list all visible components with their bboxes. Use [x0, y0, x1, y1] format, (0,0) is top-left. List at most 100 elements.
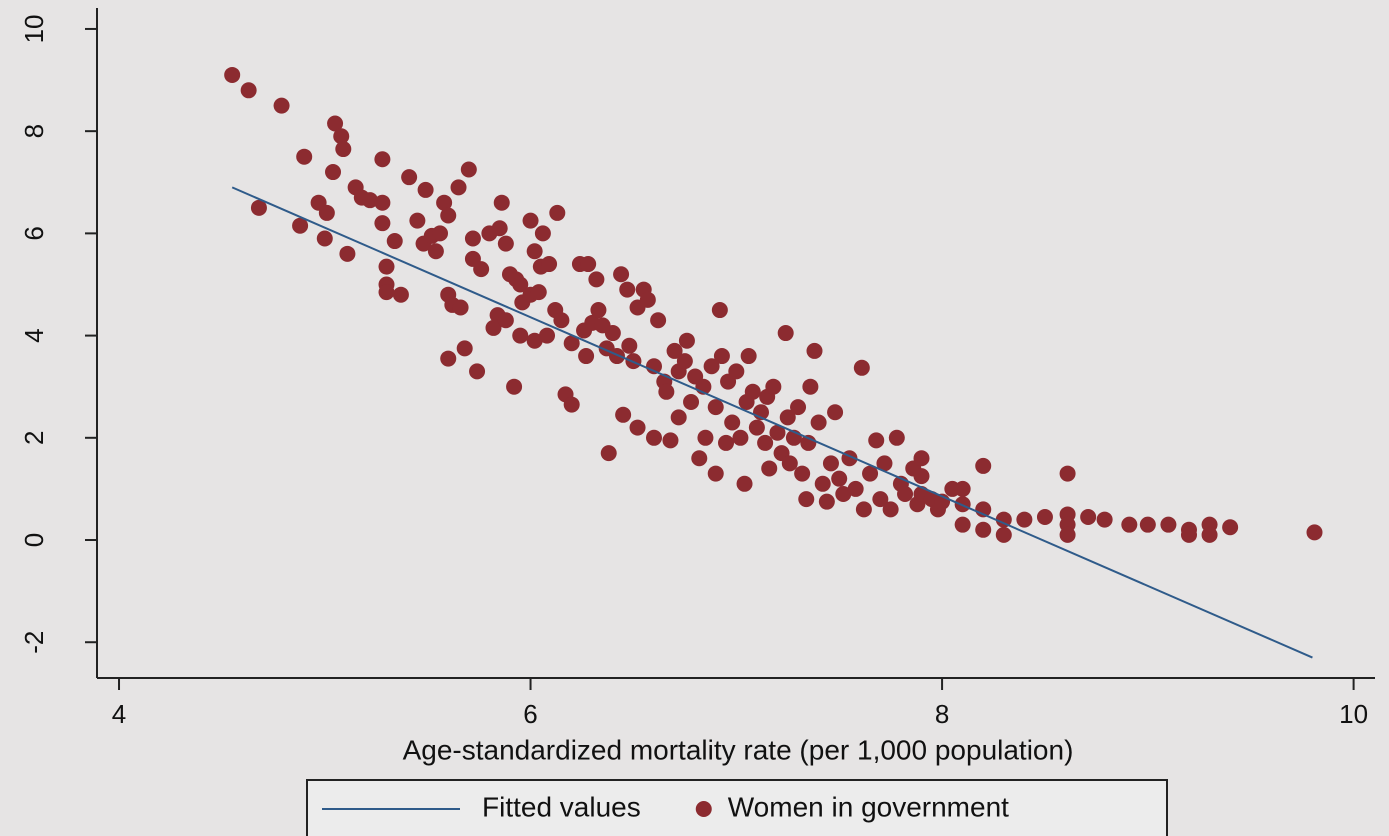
scatter-point [608, 348, 625, 365]
scatter-point [736, 475, 753, 492]
scatter-point [224, 66, 241, 83]
scatter-point [615, 406, 632, 423]
scatter-point [534, 225, 551, 242]
scatter-point [335, 141, 352, 158]
scatter-point [417, 181, 434, 198]
scatter-point [876, 455, 893, 472]
scatter-point [378, 258, 395, 275]
scatter-point [440, 350, 457, 367]
scatter-point [473, 261, 490, 278]
scatter-point [779, 409, 796, 426]
scatter-point [1059, 526, 1076, 543]
scatter-point [541, 256, 558, 273]
scatter-point [827, 404, 844, 421]
scatter-point [1080, 509, 1097, 526]
y-tick-label: 8 [19, 124, 49, 138]
y-tick-label: 10 [19, 14, 49, 43]
scatter-point [296, 148, 313, 165]
scatter-point [374, 151, 391, 168]
scatter-point [855, 501, 872, 518]
scatter-point [588, 271, 605, 288]
scatter-point [650, 312, 667, 329]
scatter-point [378, 284, 395, 301]
scatter-point [847, 480, 864, 497]
scatter-point [409, 212, 426, 229]
scatter-point [526, 332, 543, 349]
scatter-point [995, 511, 1012, 528]
scatter-point [697, 429, 714, 446]
scatter-point [325, 164, 342, 181]
x-tick-label: 10 [1339, 699, 1368, 729]
scatter-point [777, 325, 794, 342]
scatter-point [1059, 465, 1076, 482]
scatter-point [512, 327, 529, 344]
scatter-point [1201, 526, 1218, 543]
scatter-point [711, 302, 728, 319]
scatter-point [512, 276, 529, 293]
scatter-point [456, 340, 473, 357]
scatter-point [621, 337, 638, 354]
scatter-point [744, 383, 761, 400]
scatter-point [769, 424, 786, 441]
scatter-point [781, 455, 798, 472]
scatter-point [1139, 516, 1156, 533]
scatter-point [1036, 509, 1053, 526]
scatter-point [436, 194, 453, 211]
scatter-point [853, 359, 870, 376]
scatter-point [491, 220, 508, 237]
legend-marker [695, 801, 712, 817]
scatter-point [460, 161, 477, 178]
scatter-point [250, 199, 267, 216]
y-tick-label: 4 [19, 328, 49, 342]
scatter-point [316, 230, 333, 247]
scatter-point [240, 82, 257, 99]
scatter-point [578, 348, 595, 365]
scatter-point [707, 465, 724, 482]
scatter-point [872, 491, 889, 508]
scatter-point [401, 169, 418, 186]
scatter-point [670, 409, 687, 426]
scatter-point [464, 230, 481, 247]
scatter-point [440, 207, 457, 224]
scatter-point [794, 465, 811, 482]
scatter-point [553, 312, 570, 329]
scatter-point [469, 363, 486, 380]
scatter-point [798, 491, 815, 508]
scatter-point [539, 327, 556, 344]
scatter-point [761, 460, 778, 477]
x-tick-label: 6 [523, 699, 537, 729]
scatter-point [292, 217, 309, 234]
scatter-point [975, 457, 992, 474]
scatter-point [1121, 516, 1138, 533]
scatter-point [806, 342, 823, 359]
scatter-point [757, 434, 774, 451]
scatter-point [995, 526, 1012, 543]
scatter-point [493, 194, 510, 211]
scatter-point [580, 256, 597, 273]
scatter-point [619, 281, 636, 298]
scatter-point [362, 192, 379, 209]
scatter-point [386, 233, 403, 250]
scatter-point [1180, 526, 1197, 543]
scatter-point [814, 475, 831, 492]
scatter-point [374, 194, 391, 211]
scatter-point [868, 432, 885, 449]
scatter-point [888, 429, 905, 446]
scatter-point [600, 445, 617, 462]
scatter-point [506, 378, 523, 395]
scatter-point [497, 235, 514, 252]
scatter-point [728, 363, 745, 380]
scatter-point [613, 266, 630, 283]
scatter-point [835, 486, 852, 503]
legend-label: Women in government [728, 791, 1009, 822]
scatter-point [748, 419, 765, 436]
scatter-point [530, 284, 547, 301]
scatter-point [485, 319, 502, 336]
scatter-point [374, 215, 391, 232]
scatter-point [691, 450, 708, 467]
y-tick-label: 0 [19, 533, 49, 547]
scatter-point [666, 342, 683, 359]
fitted-line [231, 186, 1313, 659]
